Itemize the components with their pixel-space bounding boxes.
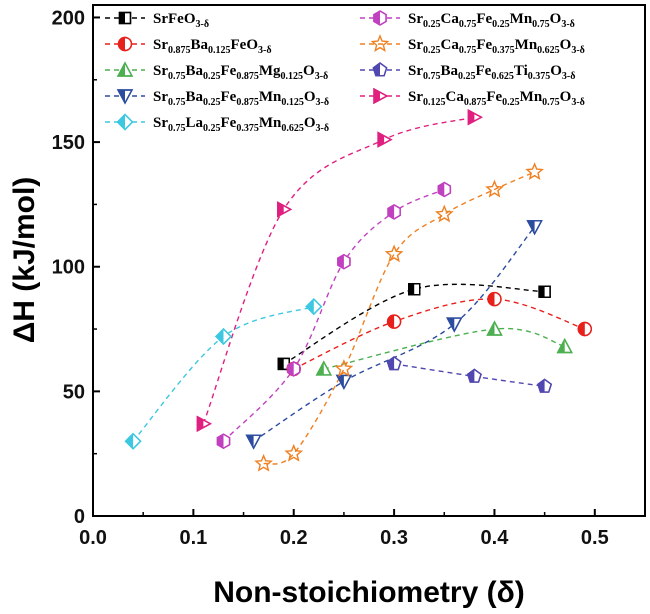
data-point bbox=[446, 317, 463, 333]
legend-label: Sr0.25Ca0.75Fe0.25Mn0.75O3-δ bbox=[408, 11, 575, 30]
data-point bbox=[386, 314, 402, 329]
series-curve bbox=[132, 305, 315, 442]
data-point bbox=[485, 179, 504, 198]
data-point bbox=[486, 320, 503, 336]
data-point bbox=[467, 109, 483, 126]
axes: 0.0 0.1 0.2 0.3 0.4 0.5 0 50 100 150 200 bbox=[52, 7, 609, 549]
x-tick-label: 0.5 bbox=[581, 527, 609, 549]
data-point bbox=[526, 220, 543, 236]
x-tick-label: 0.3 bbox=[380, 527, 408, 549]
data-point bbox=[245, 434, 262, 450]
legend-item: Sr0.75Ba0.25Fe0.875Mn0.125O3-δ bbox=[105, 89, 329, 108]
series-curve bbox=[323, 327, 565, 370]
legend-item: Sr0.75Ba0.25Fe0.875Mg0.125O3-δ bbox=[105, 61, 328, 82]
data-point bbox=[286, 361, 301, 377]
legend-item: Sr0.25Ca0.75Fe0.25Mn0.75O3-δ bbox=[360, 10, 575, 30]
legend-marker bbox=[370, 34, 390, 52]
legend-marker bbox=[116, 89, 134, 105]
data-point bbox=[387, 204, 401, 220]
x-tick-label: 0.4 bbox=[481, 527, 510, 549]
legend-item: Sr0.25Ca0.75Fe0.375Mn0.625O3-δ bbox=[360, 34, 585, 56]
legend-label: Sr0.25Ca0.75Fe0.375Mn0.625O3-δ bbox=[408, 37, 585, 56]
x-tick-label: 0.2 bbox=[280, 527, 308, 549]
data-point bbox=[196, 415, 212, 432]
data-point bbox=[386, 356, 402, 371]
data-point bbox=[254, 453, 273, 472]
legend-marker bbox=[373, 10, 387, 26]
legend-marker bbox=[116, 113, 134, 131]
legend-marker bbox=[373, 87, 389, 105]
data-point bbox=[487, 291, 502, 307]
legend-item: Sr0.125Ca0.875Fe0.25Mn0.75O3-δ bbox=[360, 87, 585, 108]
data-point bbox=[315, 360, 332, 376]
x-axis-title: Non-stoichiometry (δ) bbox=[213, 576, 525, 609]
data-point bbox=[408, 283, 421, 296]
legend-marker bbox=[116, 61, 134, 77]
legend-label: SrFeO3-δ bbox=[153, 11, 209, 30]
data-point bbox=[334, 359, 354, 377]
legend-label: Sr0.75La0.25Fe0.375Mn0.625O3-δ bbox=[153, 115, 329, 134]
y-tick-label: 200 bbox=[52, 7, 85, 29]
y-axis-title: ΔH (kJ/mol) bbox=[8, 177, 41, 344]
data-point bbox=[305, 298, 323, 316]
data-point bbox=[577, 321, 592, 337]
legend-marker bbox=[117, 36, 133, 52]
legend-item: Sr0.75Ba0.25Fe0.625Ti0.375O3-δ bbox=[360, 62, 575, 82]
legend-item: Sr0.75La0.25Fe0.375Mn0.625O3-δ bbox=[105, 113, 329, 134]
trend-curves bbox=[132, 116, 586, 465]
y-tick-label: 150 bbox=[52, 132, 85, 154]
x-tick-label: 0.1 bbox=[179, 527, 207, 549]
legend-marker bbox=[118, 11, 132, 25]
data-point bbox=[377, 131, 393, 148]
legend-marker bbox=[372, 62, 388, 77]
x-tick-label: 0.0 bbox=[79, 527, 107, 549]
legend-item: Sr0.875Ba0.125FeO3-δ bbox=[105, 36, 272, 56]
series-curve bbox=[263, 171, 535, 465]
data-point bbox=[437, 181, 452, 198]
legend: SrFeO3-δ Sr0.875Ba0.125FeO3-δ Sr0.75Ba0.25… bbox=[105, 10, 585, 134]
data-point bbox=[284, 443, 304, 462]
series-curve bbox=[222, 188, 445, 442]
series-curve bbox=[253, 226, 536, 442]
data-markers bbox=[124, 109, 592, 472]
legend-label: Sr0.875Ba0.125FeO3-δ bbox=[153, 37, 272, 56]
data-point bbox=[216, 433, 231, 450]
y-tick-label: 50 bbox=[63, 381, 85, 403]
data-point bbox=[337, 253, 351, 270]
series-curve bbox=[293, 298, 586, 370]
legend-label: Sr0.125Ca0.875Fe0.25Mn0.75O3-δ bbox=[408, 89, 585, 108]
data-point bbox=[335, 374, 353, 390]
data-point bbox=[537, 378, 553, 393]
data-point bbox=[384, 244, 404, 263]
data-point bbox=[124, 432, 142, 450]
legend-label: Sr0.75Ba0.25Fe0.875Mn0.125O3-δ bbox=[153, 89, 329, 108]
legend-item: SrFeO3-δ bbox=[105, 11, 209, 30]
data-point bbox=[466, 368, 482, 383]
y-tick-label: 0 bbox=[74, 506, 85, 528]
legend-label: Sr0.75Ba0.25Fe0.625Ti0.375O3-δ bbox=[408, 63, 575, 82]
data-point bbox=[434, 204, 454, 223]
data-point bbox=[525, 162, 544, 180]
data-point bbox=[538, 285, 551, 298]
series-curve bbox=[283, 283, 545, 365]
data-point bbox=[277, 201, 293, 218]
data-point bbox=[215, 328, 232, 345]
data-point bbox=[556, 338, 573, 354]
y-tick-label: 100 bbox=[52, 257, 85, 279]
legend-label: Sr0.75Ba0.25Fe0.875Mg0.125O3-δ bbox=[153, 63, 328, 82]
plot-frame bbox=[92, 4, 646, 517]
